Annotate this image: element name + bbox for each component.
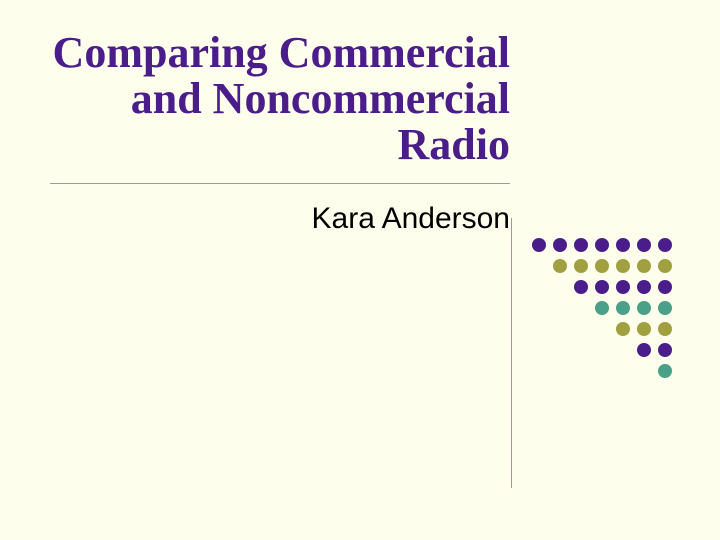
dot-icon: [658, 301, 672, 315]
dot-row: [532, 343, 672, 357]
dot-icon: [637, 322, 651, 336]
dot-icon: [616, 259, 630, 273]
dot-icon: [595, 301, 609, 315]
dot-icon: [616, 322, 630, 336]
dot-icon: [553, 238, 567, 252]
dot-icon: [637, 280, 651, 294]
dot-icon: [658, 343, 672, 357]
dot-icon: [574, 259, 588, 273]
dot-icon: [658, 322, 672, 336]
dot-icon: [658, 364, 672, 378]
dot-icon: [574, 238, 588, 252]
dot-row: [532, 259, 672, 273]
dot-icon: [616, 301, 630, 315]
dot-icon: [616, 280, 630, 294]
dot-icon: [637, 301, 651, 315]
dot-icon: [532, 238, 546, 252]
title-divider: [50, 183, 510, 184]
dot-icon: [658, 280, 672, 294]
slide-subtitle: Kara Anderson: [50, 202, 670, 236]
dot-icon: [658, 238, 672, 252]
dot-icon: [595, 280, 609, 294]
dot-icon: [553, 259, 567, 273]
vertical-rule: [511, 218, 512, 488]
dot-icon: [658, 259, 672, 273]
dot-icon: [616, 238, 630, 252]
dot-row: [532, 322, 672, 336]
dot-row: [532, 238, 672, 252]
slide: Comparing Commercial and Noncommercial R…: [0, 0, 720, 540]
dot-icon: [637, 259, 651, 273]
dot-icon: [637, 343, 651, 357]
dot-icon: [637, 238, 651, 252]
dot-icon: [574, 280, 588, 294]
dot-row: [532, 280, 672, 294]
dot-icon: [595, 238, 609, 252]
dot-icon: [595, 259, 609, 273]
slide-title: Comparing Commercial and Noncommercial R…: [50, 30, 670, 169]
dot-row: [532, 301, 672, 315]
decorative-dots: [532, 238, 672, 385]
dot-row: [532, 364, 672, 378]
